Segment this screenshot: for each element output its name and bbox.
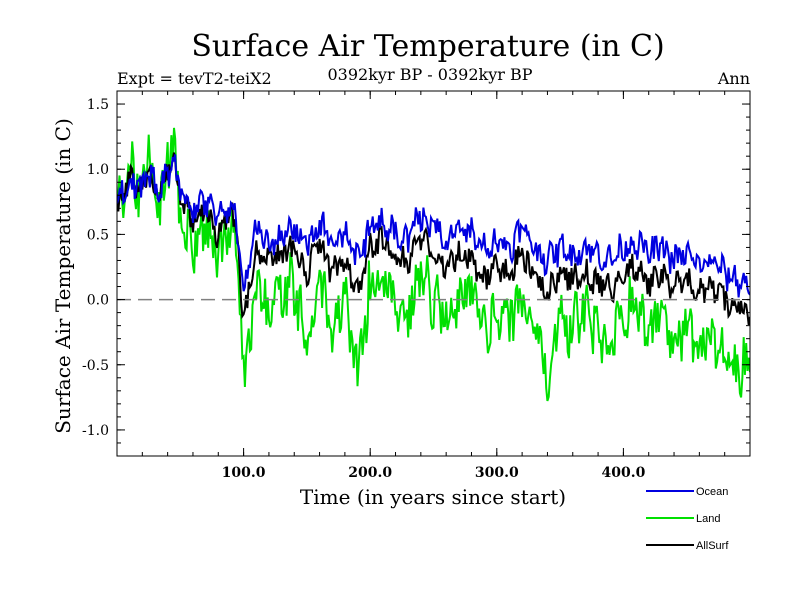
- y-tick-label: -1.0: [82, 423, 109, 439]
- y-tick-label: 1.5: [87, 97, 109, 113]
- y-tick-label: 0.0: [87, 293, 109, 309]
- chart-title: Surface Air Temperature (in C): [191, 29, 664, 64]
- x-tick-label: 200.0: [348, 465, 392, 481]
- chart-subtitle: 0392kyr BP - 0392kyr BP: [328, 65, 533, 84]
- y-tick-label: 0.5: [87, 227, 109, 243]
- series-layer: [117, 127, 750, 402]
- x-tick-label: 300.0: [475, 465, 519, 481]
- legend-label-land: Land: [696, 513, 720, 525]
- experiment-label: Expt = tevT2-teiX2: [117, 69, 272, 88]
- legend-label-allsurf: AllSurf: [696, 540, 729, 552]
- y-tick-label: 1.0: [87, 162, 109, 178]
- x-tick-label: 400.0: [601, 465, 645, 481]
- plot-frame: [116, 90, 751, 457]
- y-axis-label: Surface Air Temperature (in C): [51, 118, 75, 434]
- x-tick-label: 100.0: [222, 465, 266, 481]
- season-label: Ann: [717, 69, 750, 88]
- y-tick-label: -0.5: [82, 358, 109, 374]
- series-line-allsurf: [117, 152, 750, 326]
- series-line-land: [117, 127, 750, 402]
- series-line-ocean: [117, 154, 750, 298]
- x-axis-label: Time (in years since start): [300, 485, 566, 509]
- legend: Ocean Land AllSurf: [646, 486, 729, 552]
- axis-ticks: 100.0 200.0 300.0 400.0 -1.0 -0.5 0.0 0.5 1.0 1.5: [82, 91, 750, 481]
- legend-label-ocean: Ocean: [696, 486, 728, 498]
